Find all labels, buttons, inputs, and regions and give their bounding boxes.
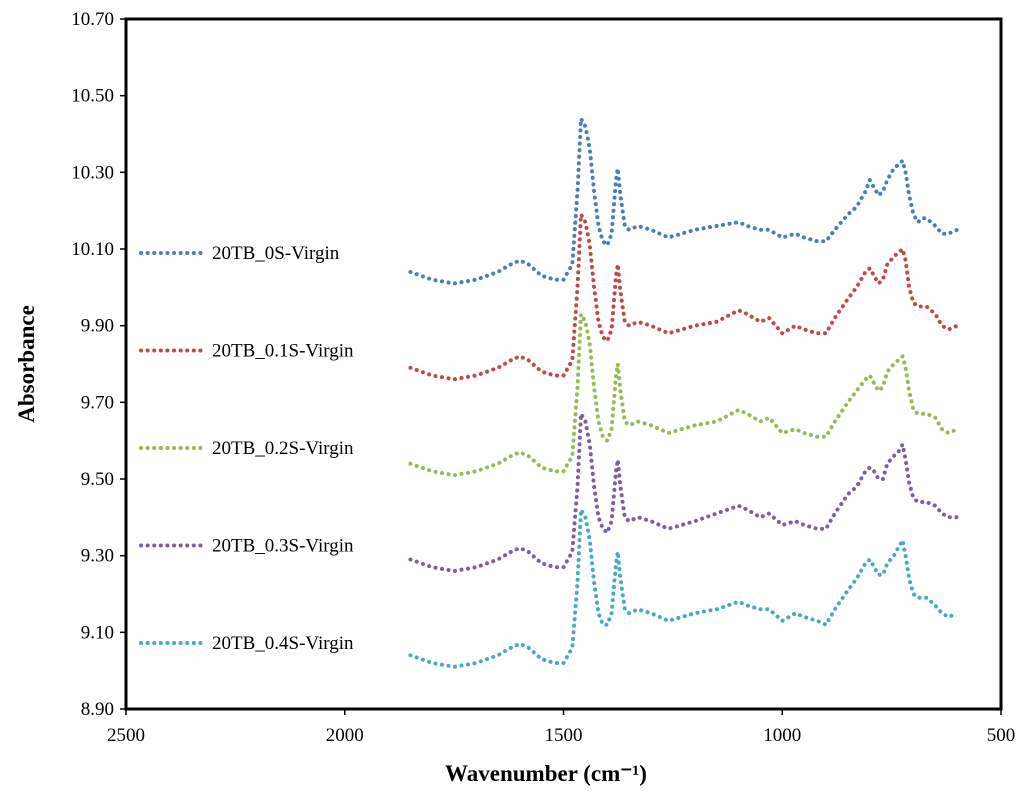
- y-tick-label: 10.50: [71, 86, 114, 107]
- series-line-1: [408, 116, 960, 286]
- x-tick-label: 500: [987, 725, 1016, 746]
- x-tick-label: 1000: [763, 725, 801, 746]
- y-axis-ticks: 8.90 9.10 9.30 9.50 9.70 9.90 10.10 10.30 10.50 1…: [71, 9, 126, 720]
- y-tick-label: 10.30: [71, 162, 114, 183]
- legend: 20TB_0S-Virgin 20TB_0.1S-Virgin 20TB_0.2S-…: [139, 243, 354, 654]
- series-line-5: [408, 507, 960, 669]
- legend-label-1: 20TB_0S-Virgin: [212, 243, 340, 264]
- y-tick-label: 8.90: [81, 699, 114, 720]
- legend-label-5: 20TB_0.4S-Virgin: [212, 633, 354, 654]
- x-tick-label: 2000: [326, 725, 364, 746]
- y-tick-label: 10.10: [71, 239, 114, 260]
- y-tick-label: 9.70: [81, 392, 114, 413]
- x-axis-title: Wavenumber (cm⁻¹): [445, 761, 647, 786]
- x-tick-label: 2500: [107, 725, 145, 746]
- y-axis-title: Absorbance: [14, 305, 39, 423]
- y-tick-label: 9.10: [81, 622, 114, 643]
- y-tick-label: 9.30: [81, 546, 114, 567]
- series-line-4: [408, 411, 960, 573]
- y-tick-label: 9.90: [81, 316, 114, 337]
- legend-label-2: 20TB_0.1S-Virgin: [212, 341, 354, 362]
- series-line-2: [408, 212, 960, 382]
- series-layer: [408, 116, 960, 669]
- series-line-3: [408, 312, 960, 478]
- legend-label-3: 20TB_0.2S-Virgin: [212, 438, 354, 459]
- legend-label-4: 20TB_0.3S-Virgin: [212, 536, 354, 557]
- y-tick-label: 10.70: [71, 9, 114, 30]
- x-tick-label: 1500: [545, 725, 583, 746]
- x-axis-ticks: 2500 2000 1500 1000 500: [107, 709, 1015, 746]
- y-tick-label: 9.50: [81, 469, 114, 490]
